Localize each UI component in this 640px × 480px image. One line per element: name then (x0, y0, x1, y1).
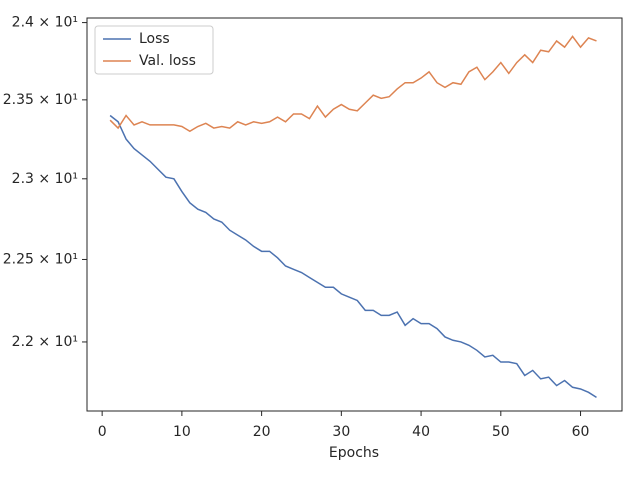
y-tick-label: 2.25 × 10¹ (3, 251, 78, 267)
x-tick-label: 40 (412, 424, 430, 440)
data-line (109, 35, 597, 133)
x-tick-label: 0 (98, 424, 107, 440)
legend-label: Val. loss (139, 53, 196, 69)
data-line (109, 114, 597, 399)
x-axis-label: Epochs (329, 445, 379, 461)
x-tick-label: 30 (332, 424, 350, 440)
legend-label: Loss (139, 31, 170, 47)
y-tick-label: 2.35 × 10¹ (3, 92, 78, 108)
y-tick-label: 2.3 × 10¹ (12, 171, 78, 187)
x-tick-label: 20 (253, 424, 271, 440)
y-tick-label: 2.2 × 10¹ (12, 334, 78, 350)
legend-box (94, 25, 214, 75)
x-tick-label: 50 (492, 424, 510, 440)
plot-frame (86, 17, 623, 412)
y-tick-label: 2.4 × 10¹ (12, 15, 78, 31)
x-tick-label: 10 (173, 424, 191, 440)
x-tick-label: 60 (572, 424, 590, 440)
